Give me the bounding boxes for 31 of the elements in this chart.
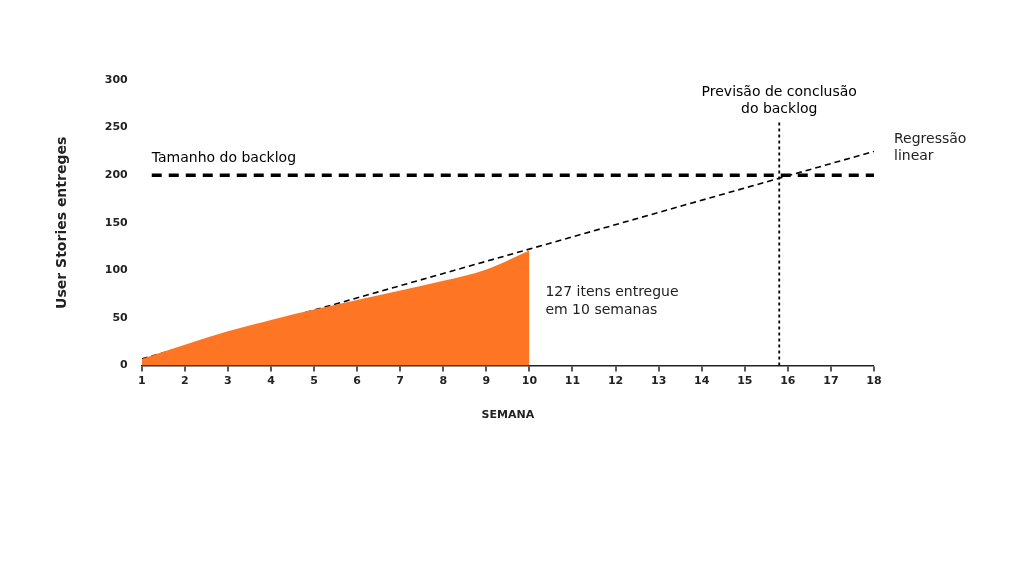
x-tick-label: 7 [396,374,405,388]
ref-line-label: Tamanho do backlog [150,148,297,165]
y-tick-label: 100 [104,263,129,277]
y-tick-label: 300 [104,72,129,86]
y-tick-label: 200 [104,168,129,182]
ref-line-label: Previsão de conclusão do backlog [701,83,857,116]
x-tick-label: 11 [564,374,581,388]
y-axis-title: User Stories entreges [53,136,70,309]
series-label: Regressão linear [894,130,967,164]
x-tick-label: 3 [224,374,232,388]
x-tick-label: 2 [181,374,189,388]
x-tick-label: 6 [353,374,362,388]
x-tick-label: 4 [267,374,276,388]
x-tick-label: 17 [823,374,839,388]
x-tick-label: 18 [866,374,882,388]
x-tick-label: 15 [737,374,753,388]
y-tick-label: 0 [120,358,129,372]
x-tick-label: 13 [650,374,667,388]
y-tick-label: 250 [104,120,129,134]
x-tick-label: 14 [694,374,710,388]
x-tick-label: 5 [310,374,318,388]
x-tick-label: 10 [521,374,538,388]
y-tick-label: 150 [104,215,129,229]
x-tick-label: 16 [780,374,796,388]
annotation: 127 itens entregue em 10 semanas [545,283,679,318]
x-tick-label: 12 [607,374,624,388]
x-axis-title: SEMANA [481,408,535,422]
y-tick-label: 50 [112,310,129,324]
x-tick-label: 1 [137,374,146,388]
x-tick-label: 9 [482,374,491,388]
x-tick-label: 8 [439,374,448,388]
